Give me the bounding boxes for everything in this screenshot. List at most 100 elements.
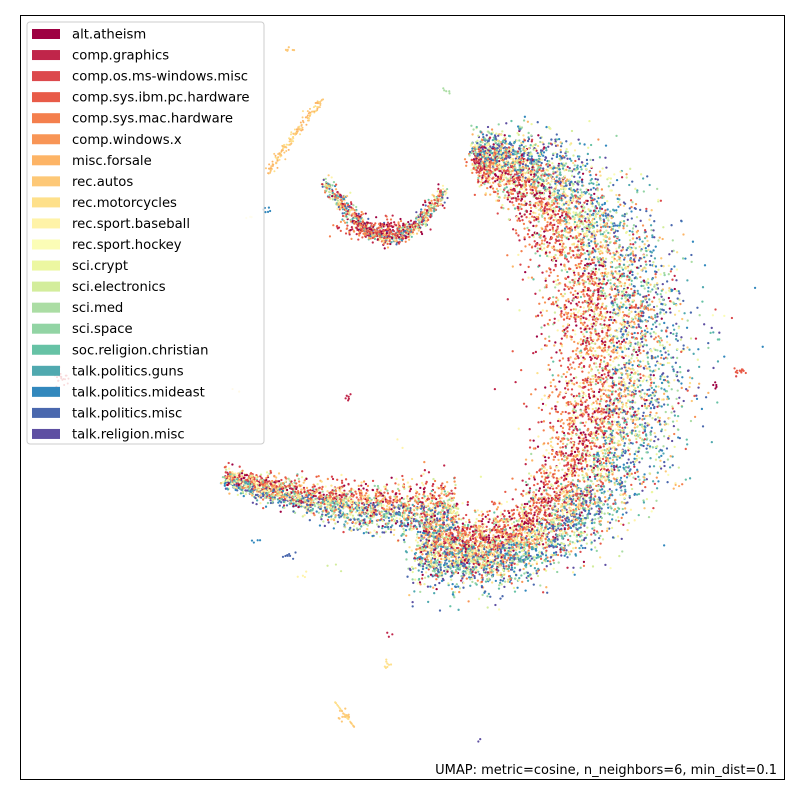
scatter-point-talk.politics.mideast: [557, 138, 561, 141]
scatter-point-talk.religion.misc: [502, 565, 505, 568]
scatter-point-comp.graphics: [548, 164, 551, 167]
scatter-point-comp.windows.x: [545, 270, 548, 273]
scatter-point-talk.politics.misc: [579, 526, 582, 529]
scatter-point-comp.graphics: [652, 296, 656, 299]
scatter-point-sci.space: [658, 404, 661, 407]
scatter-point-misc.forsale: [477, 174, 480, 177]
scatter-point-comp.os.ms-windows.misc: [520, 493, 523, 496]
scatter-point-misc.forsale: [527, 562, 531, 565]
scatter-point-alt.atheism: [602, 294, 605, 298]
scatter-point-talk.politics.mideast: [632, 463, 636, 466]
scatter-point-comp.sys.mac.hardware: [562, 242, 565, 245]
scatter-point-sci.med: [498, 584, 501, 587]
scatter-point-talk.politics.mideast: [633, 331, 636, 335]
scatter-point-comp.sys.ibm.pc.hardware: [548, 296, 551, 300]
scatter-point-comp.sys.ibm.pc.hardware: [488, 509, 491, 513]
scatter-point-comp.sys.mac.hardware: [498, 519, 502, 522]
scatter-point-rec.sport.hockey: [464, 520, 468, 524]
scatter-point-comp.sys.ibm.pc.hardware: [515, 199, 518, 203]
scatter-point-alt.atheism: [582, 431, 585, 434]
scatter-point-rec.motorcycles: [551, 446, 554, 449]
scatter-point-sci.crypt: [572, 547, 575, 550]
scatter-point-talk.politics.misc: [584, 257, 587, 261]
scatter-point-rec.motorcycles: [599, 360, 603, 364]
scatter-point-comp.graphics: [540, 332, 543, 336]
scatter-point-sci.space: [621, 451, 624, 455]
scatter-point-alt.atheism: [589, 356, 592, 359]
scatter-point-alt.atheism: [594, 267, 598, 271]
scatter-point-comp.windows.x: [556, 144, 559, 147]
scatter-point-comp.sys.ibm.pc.hardware: [530, 246, 534, 249]
scatter-point-talk.politics.mideast: [601, 488, 604, 491]
scatter-point-comp.graphics: [588, 314, 592, 317]
scatter-point-rec.sport.baseball: [677, 309, 681, 313]
scatter-point-misc.forsale: [623, 390, 626, 393]
scatter-point-rec.motorcycles: [570, 312, 573, 316]
scatter-point-comp.graphics: [617, 340, 621, 343]
scatter-point-talk.politics.misc: [631, 180, 634, 183]
scatter-point-comp.os.ms-windows.misc: [582, 282, 585, 285]
scatter-point-talk.politics.mideast: [618, 238, 621, 242]
scatter-point-talk.politics.misc: [619, 253, 622, 257]
scatter-point-sci.crypt: [590, 369, 593, 372]
scatter-point-rec.motorcycles: [580, 195, 583, 198]
scatter-point-comp.os.ms-windows.misc: [532, 175, 536, 178]
scatter-point-talk.politics.guns: [594, 474, 597, 477]
scatter-point-talk.politics.misc: [420, 534, 423, 538]
scatter-point-sci.med: [541, 215, 544, 218]
scatter-point-comp.sys.mac.hardware: [587, 383, 590, 387]
scatter-point-comp.windows.x: [623, 222, 626, 225]
scatter-point-comp.sys.mac.hardware: [435, 578, 438, 581]
scatter-point-misc.forsale: [662, 392, 666, 395]
scatter-point-comp.windows.x: [602, 442, 605, 446]
scatter-point-misc.forsale: [595, 402, 599, 405]
scatter-point-alt.atheism: [542, 532, 545, 535]
scatter-point-comp.os.ms-windows.misc: [604, 415, 607, 418]
scatter-point-talk.religion.misc: [443, 569, 446, 573]
scatter-point-rec.sport.baseball: [664, 429, 667, 432]
scatter-point-rec.autos: [495, 187, 499, 191]
scatter-point-sci.crypt: [554, 279, 557, 283]
scatter-point-talk.politics.guns: [621, 268, 625, 271]
scatter-point-rec.sport.baseball: [530, 474, 533, 477]
scatter-point-sci.crypt: [623, 381, 626, 384]
scatter-point-talk.politics.misc: [653, 220, 656, 223]
scatter-point-talk.politics.misc: [629, 461, 633, 464]
scatter-point-talk.politics.misc: [575, 512, 578, 516]
scatter-point-sci.med: [504, 580, 507, 583]
scatter-point-talk.politics.guns: [614, 384, 618, 387]
scatter-point-talk.politics.guns: [593, 513, 596, 517]
scatter-point-rec.autos: [557, 305, 560, 309]
scatter-point-rec.motorcycles: [408, 546, 411, 549]
scatter-point-comp.sys.mac.hardware: [533, 501, 536, 504]
scatter-point-comp.sys.ibm.pc.hardware: [590, 533, 593, 536]
scatter-point-soc.religion.christian: [609, 282, 612, 285]
scatter-point-soc.religion.christian: [552, 360, 555, 363]
scatter-point-sci.electronics: [638, 394, 642, 398]
scatter-point-comp.windows.x: [566, 285, 569, 288]
scatter-point-rec.sport.hockey: [640, 332, 644, 336]
scatter-point-rec.autos: [668, 343, 671, 346]
scatter-point-comp.sys.mac.hardware: [549, 384, 553, 388]
scatter-point-comp.windows.x: [628, 453, 631, 456]
scatter-point-rec.autos: [659, 362, 662, 366]
scatter-point-comp.os.ms-windows.misc: [635, 441, 638, 444]
scatter-point-comp.sys.mac.hardware: [496, 192, 500, 195]
scatter-point-rec.motorcycles: [635, 459, 638, 462]
scatter-point-comp.sys.mac.hardware: [630, 320, 633, 323]
scatter-point-comp.graphics: [588, 327, 591, 330]
scatter-point-comp.os.ms-windows.misc: [485, 525, 488, 528]
scatter-point-sci.electronics: [658, 298, 661, 301]
scatter-point-talk.politics.mideast: [573, 573, 576, 576]
scatter-point-sci.crypt: [602, 238, 605, 241]
scatter-point-talk.politics.misc: [670, 224, 673, 227]
scatter-point-sci.electronics: [620, 407, 624, 411]
scatter-point-rec.sport.hockey: [579, 312, 583, 315]
scatter-point-talk.politics.misc: [690, 253, 693, 257]
scatter-point-talk.politics.mideast: [508, 141, 512, 144]
scatter-point-talk.politics.guns: [578, 218, 581, 221]
scatter-point-talk.politics.guns: [602, 485, 606, 488]
scatter-point-talk.politics.mideast: [586, 162, 589, 165]
scatter-point-talk.politics.guns: [469, 584, 472, 587]
scatter-point-sci.space: [657, 367, 661, 371]
